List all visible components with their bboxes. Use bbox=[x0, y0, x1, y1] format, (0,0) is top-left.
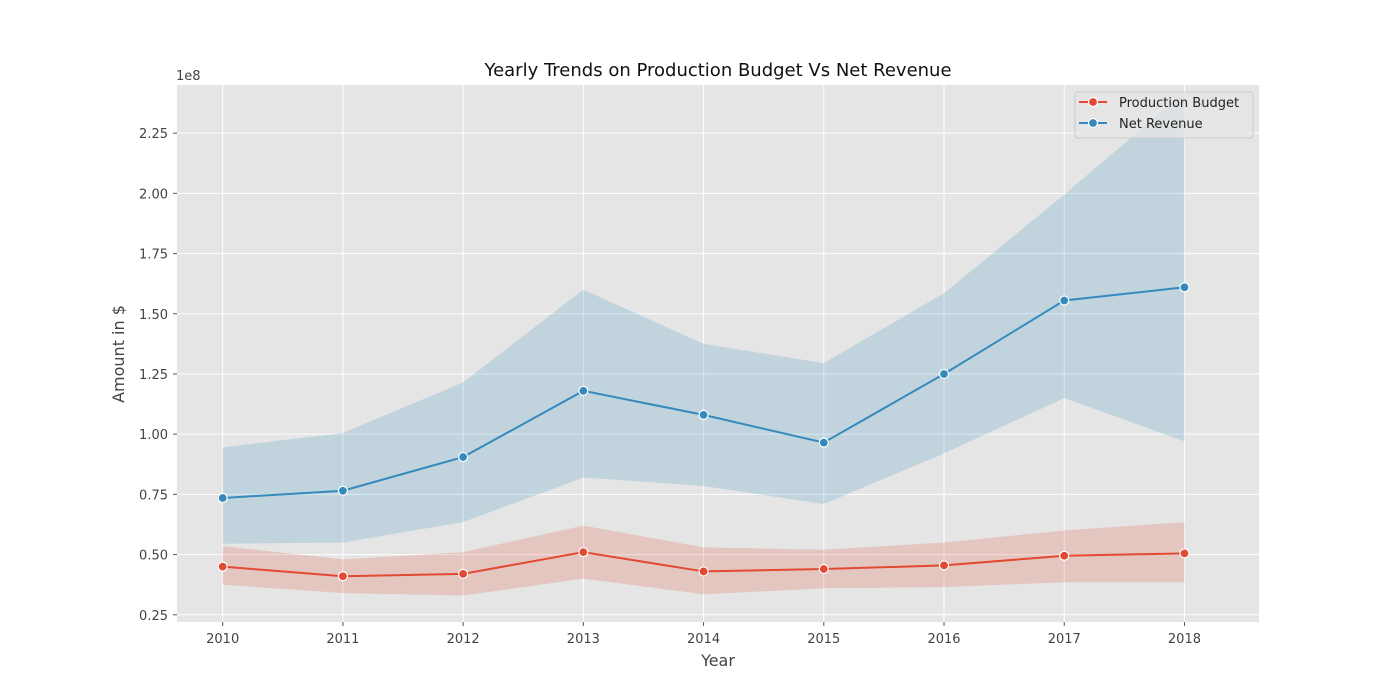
y-tick-label: 0.75 bbox=[139, 488, 168, 503]
legend-label: Production Budget bbox=[1119, 96, 1239, 111]
data-point bbox=[938, 368, 950, 380]
y-tick-label: 1.00 bbox=[139, 428, 168, 443]
y-tick-labels: 0.25 0.50 0.75 1.00 1.25 1.50 1.75 2.00 2.25 bbox=[139, 127, 177, 624]
plot-area bbox=[177, 85, 1259, 622]
data-point bbox=[458, 451, 469, 463]
y-tick-label: 2.00 bbox=[139, 187, 168, 202]
x-tick-labels: 2010 2011 2012 2013 2014 2015 2016 2017 2018 bbox=[206, 622, 1201, 647]
y-tick-label: 1.75 bbox=[139, 248, 168, 263]
legend-box bbox=[1074, 91, 1254, 139]
legend-label: Net Revenue bbox=[1119, 117, 1203, 132]
x-tick-label: 2012 bbox=[447, 632, 480, 647]
legend-marker bbox=[1087, 96, 1099, 108]
y-offset-label: 1e8 bbox=[176, 69, 201, 84]
data-point bbox=[818, 563, 829, 575]
y-tick-label: 0.50 bbox=[139, 549, 168, 564]
y-tick-label: 2.25 bbox=[139, 127, 168, 142]
x-tick-label: 2016 bbox=[927, 632, 960, 647]
data-point bbox=[217, 561, 228, 572]
x-axis-label: Year bbox=[700, 651, 735, 670]
data-point bbox=[578, 547, 589, 558]
confidence-band-1 bbox=[222, 92, 1185, 544]
data-point bbox=[1179, 548, 1190, 559]
data-point bbox=[458, 568, 469, 579]
x-tick-label: 2015 bbox=[807, 632, 840, 647]
x-tick-label: 2013 bbox=[567, 632, 600, 647]
data-point bbox=[337, 485, 349, 496]
data-point bbox=[1059, 295, 1070, 306]
data-point bbox=[1059, 550, 1070, 561]
data-point bbox=[938, 560, 950, 571]
y-tick-label: 0.25 bbox=[139, 609, 168, 624]
chart-title: Yearly Trends on Production Budget Vs Ne… bbox=[483, 60, 951, 81]
y-tick-label: 1.50 bbox=[139, 308, 168, 323]
y-tick-label: 1.25 bbox=[139, 368, 168, 383]
legend: Production Budget Net Revenue bbox=[1074, 91, 1254, 139]
x-tick-label: 2011 bbox=[326, 632, 359, 647]
data-point bbox=[698, 409, 709, 421]
x-tick-label: 2018 bbox=[1168, 632, 1201, 647]
data-point bbox=[578, 385, 589, 396]
data-point bbox=[217, 492, 228, 504]
data-point bbox=[337, 571, 349, 582]
x-tick-label: 2010 bbox=[206, 632, 239, 647]
x-tick-label: 2017 bbox=[1048, 632, 1081, 647]
series-points bbox=[217, 282, 1190, 582]
y-axis-label: Amount in $ bbox=[109, 305, 128, 403]
data-point bbox=[1179, 282, 1190, 293]
x-tick-label: 2014 bbox=[687, 632, 720, 647]
data-point bbox=[698, 566, 709, 577]
legend-marker bbox=[1087, 117, 1099, 129]
data-point bbox=[818, 437, 829, 448]
